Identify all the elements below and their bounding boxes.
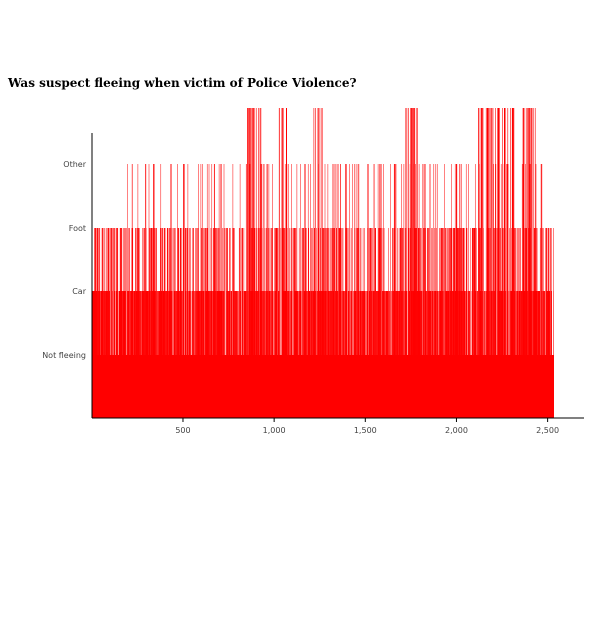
x-tick-label: 2,000 xyxy=(445,426,468,435)
y-axis-ticks: Not fleeing Car Foot Other xyxy=(42,160,87,360)
x-tick-label: 1,500 xyxy=(354,426,377,435)
y-tick-label: Other xyxy=(63,160,86,169)
x-tick-label: 500 xyxy=(175,426,190,435)
x-tick-label: 2,500 xyxy=(536,426,559,435)
chart-title: Was suspect fleeing when victim of Polic… xyxy=(8,76,357,90)
y-tick-label: Car xyxy=(72,287,86,296)
bars-group xyxy=(92,108,554,418)
y-tick-label: Not fleeing xyxy=(42,351,86,360)
x-tick-label: 1,000 xyxy=(263,426,286,435)
y-tick-label: Foot xyxy=(69,224,86,233)
x-axis-ticks: 500 1,000 1,500 2,000 2,500 xyxy=(175,418,559,435)
